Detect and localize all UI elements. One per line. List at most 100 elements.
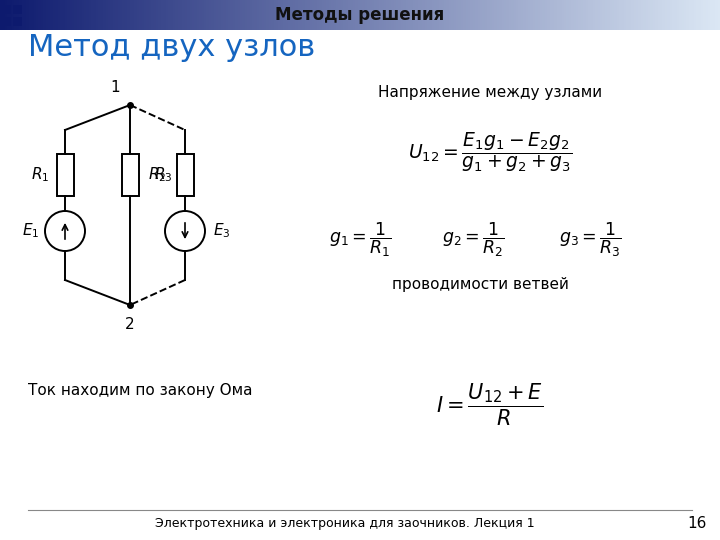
Bar [713,0,716,30]
Bar [288,0,292,30]
Bar [264,0,267,30]
Bar [319,0,323,30]
Bar [708,0,711,30]
Bar [492,0,495,30]
Bar [63,0,66,30]
Bar [240,0,243,30]
Bar [691,0,695,30]
Bar [72,0,76,30]
Bar [290,0,294,30]
Bar [192,0,195,30]
Bar [689,0,692,30]
Bar [653,0,656,30]
Bar [662,0,666,30]
Bar [542,0,546,30]
Bar [257,0,260,30]
Bar [485,0,488,30]
Bar [166,0,169,30]
Text: $R_1$: $R_1$ [32,166,50,184]
Bar [243,0,246,30]
Bar [427,0,431,30]
Bar [398,0,402,30]
Bar [223,0,227,30]
Bar [7,0,11,30]
Bar [163,0,166,30]
Bar [204,0,207,30]
Bar [583,0,587,30]
Bar [475,0,479,30]
Bar [117,0,121,30]
Bar [187,0,191,30]
Bar [497,0,500,30]
Bar [53,0,56,30]
Bar [348,0,351,30]
Bar [225,0,229,30]
Bar [266,0,270,30]
Bar [454,0,457,30]
Bar [2,17,11,26]
Bar [612,0,616,30]
Bar [693,0,697,30]
Bar [367,0,371,30]
Bar [58,0,61,30]
Text: $E_1$: $E_1$ [22,221,40,240]
Bar [581,0,584,30]
Bar [48,0,51,30]
Bar [41,0,44,30]
Bar [631,0,634,30]
Bar [521,0,524,30]
Bar [336,0,339,30]
Bar [235,0,238,30]
Bar [43,0,47,30]
Bar [670,0,673,30]
Bar [410,0,414,30]
Bar [362,0,366,30]
Bar [211,0,215,30]
Bar [549,0,553,30]
Bar [603,0,606,30]
Bar [216,0,220,30]
Text: $g_3 = \dfrac{1}{R_3}$: $g_3 = \dfrac{1}{R_3}$ [559,221,621,259]
Bar [374,0,378,30]
Bar [312,0,315,30]
Bar [384,0,387,30]
Bar [326,0,330,30]
Bar [499,0,503,30]
Bar [449,0,452,30]
Bar [99,0,102,30]
Bar [153,0,157,30]
Bar [254,0,258,30]
Bar [660,0,663,30]
Bar [379,0,382,30]
Bar [274,0,277,30]
Bar [29,0,32,30]
Bar [686,0,690,30]
Bar [646,0,649,30]
Bar [559,0,562,30]
Bar [310,0,313,30]
Bar [144,0,148,30]
Text: $U_{12} = \dfrac{E_1 g_1 - E_2 g_2}{g_1 + g_2 + g_3}$: $U_{12} = \dfrac{E_1 g_1 - E_2 g_2}{g_1 … [408,130,572,174]
Bar [86,0,90,30]
Bar [135,0,138,30]
Bar [466,0,469,30]
Bar [175,0,179,30]
Bar [113,0,116,30]
Bar [641,0,644,30]
Bar [701,0,704,30]
Bar [420,0,423,30]
Bar [516,0,519,30]
Bar [199,0,202,30]
Bar [300,0,303,30]
Bar [463,0,467,30]
Text: $E_3$: $E_3$ [213,221,230,240]
Bar [194,0,198,30]
Bar [315,0,318,30]
Bar [495,0,498,30]
Bar [523,0,526,30]
Bar [351,0,354,30]
Bar [250,0,253,30]
Bar [451,0,454,30]
Bar [122,0,126,30]
Text: Электротехника и электроника для заочников. Лекция 1: Электротехника и электроника для заочник… [156,517,535,530]
